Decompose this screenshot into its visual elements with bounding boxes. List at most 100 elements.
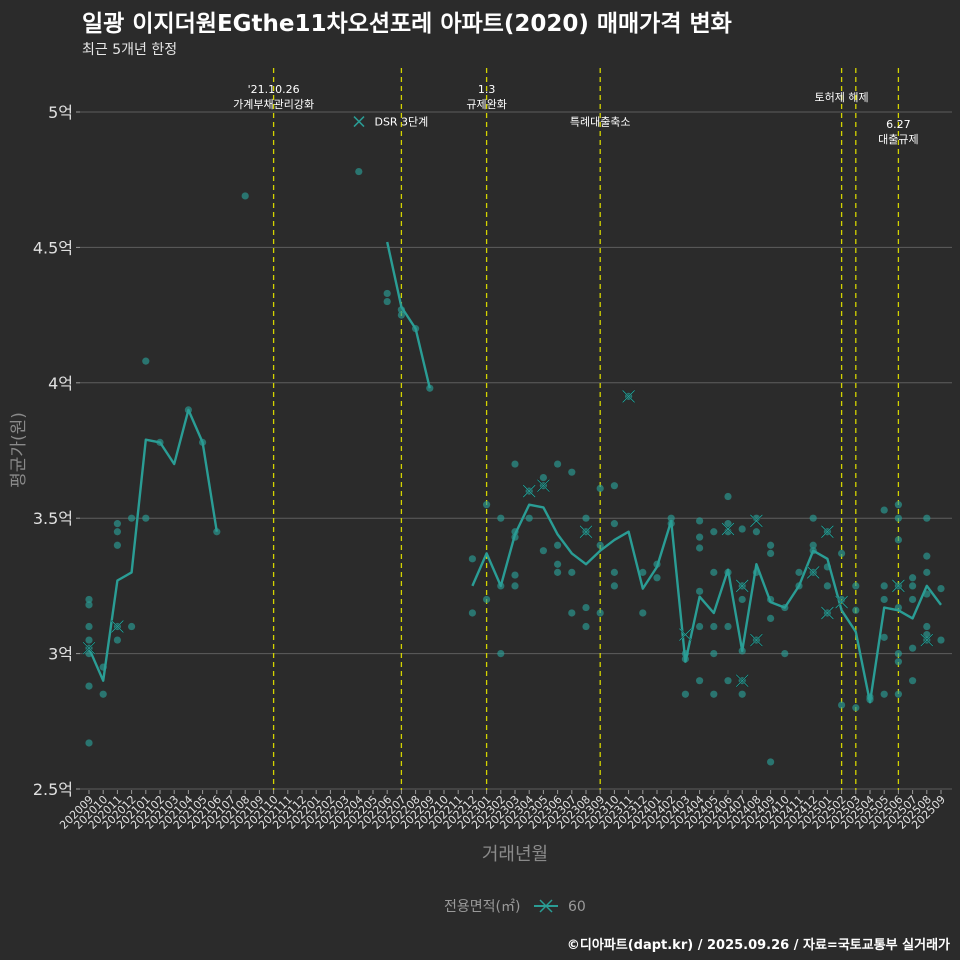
y-tick-label: 5억 (48, 103, 73, 122)
transaction-point (85, 601, 93, 609)
x-marker (721, 522, 735, 536)
transaction-point (85, 682, 93, 690)
transaction-point (710, 622, 718, 631)
transaction-point (880, 595, 888, 604)
x-marker-stroke (721, 522, 735, 536)
transaction-point (85, 622, 93, 631)
transaction-point (781, 650, 789, 658)
transaction-point (696, 677, 704, 685)
series-line-60 (471, 503, 942, 704)
transaction-point (497, 650, 505, 658)
dsr-marker-icon (353, 116, 365, 128)
x-marker (820, 606, 834, 620)
x-marker-stroke (835, 595, 848, 609)
transaction-point (610, 582, 619, 590)
transaction-point (483, 501, 491, 509)
event-label: DSR 3단계 (374, 116, 428, 129)
y-tick-label: 2.5억 (33, 780, 73, 799)
transaction-point (667, 514, 675, 522)
transaction-point (596, 541, 604, 549)
transaction-point (539, 473, 548, 482)
transaction-point (511, 582, 519, 590)
transaction-point (923, 552, 931, 560)
transaction-point (128, 514, 136, 522)
series-line-60 (386, 241, 431, 389)
transaction-point (923, 622, 931, 631)
x-marker-stroke (821, 606, 834, 620)
transaction-point (653, 574, 661, 582)
x-marker (536, 479, 550, 493)
transaction-point (468, 555, 476, 563)
transaction-point (894, 650, 903, 658)
x-marker-stroke (735, 674, 749, 688)
transaction-point (696, 587, 704, 595)
transaction-point (880, 506, 888, 514)
transaction-point (894, 536, 903, 544)
transaction-point (724, 492, 732, 501)
transaction-point (85, 636, 93, 644)
transaction-point (909, 595, 917, 604)
transaction-point (880, 690, 888, 698)
transaction-point (937, 636, 945, 644)
x-marker (835, 595, 849, 609)
transaction-point (923, 514, 931, 522)
x-marker-stroke (111, 620, 124, 633)
x-marker-stroke (82, 641, 96, 655)
transaction-point (894, 501, 903, 509)
x-marker-stroke (821, 525, 834, 539)
legend-item-60-icon (534, 899, 558, 913)
transaction-point (724, 677, 732, 685)
x-marker (82, 641, 96, 655)
x-marker (735, 579, 749, 593)
transaction-point (909, 574, 917, 582)
chart-title: 일광 이지더원EGthe11차오션포레 아파트(2020) 매매가격 변화 (82, 11, 732, 37)
transaction-point (639, 609, 647, 617)
transaction-point (610, 520, 619, 528)
transaction-point (397, 311, 405, 319)
x-marker (579, 525, 593, 539)
transaction-point (142, 514, 150, 522)
transaction-point (497, 514, 505, 522)
event-label: 대출규제 (878, 133, 918, 146)
transaction-point (696, 533, 704, 541)
transaction-point (710, 528, 718, 536)
transaction-point (639, 568, 647, 576)
transaction-point (738, 595, 746, 604)
x-marker-stroke (579, 525, 593, 539)
transaction-point (724, 622, 732, 631)
transaction-point (128, 622, 136, 631)
transaction-point (852, 582, 860, 590)
event-label: '21.10.26 (248, 83, 300, 96)
transaction-point (724, 520, 732, 528)
legend: 전용면적(㎡) 60 (444, 899, 586, 915)
transaction-point (767, 614, 775, 622)
transaction-point (582, 514, 590, 522)
x-marker (622, 389, 636, 403)
transaction-point (142, 357, 150, 365)
x-marker-stroke (920, 633, 934, 647)
transaction-point (880, 633, 888, 641)
transaction-point (525, 514, 533, 522)
transaction-point (738, 525, 746, 533)
event-label: 토허제 해제 (815, 90, 869, 104)
chart-subtitle: 최근 5개년 한정 (82, 42, 178, 58)
transaction-point (880, 582, 888, 590)
grid-lines (80, 111, 952, 790)
transaction-point (596, 484, 604, 493)
transaction-point (767, 541, 775, 549)
transaction-point (610, 482, 619, 490)
transaction-point (113, 528, 121, 536)
transaction-point (383, 289, 391, 298)
event-label: 가계부채관리강화 (233, 98, 314, 111)
transaction-points (85, 167, 945, 766)
transaction-point (568, 609, 576, 617)
transaction-point (909, 582, 917, 590)
transaction-point (554, 568, 562, 576)
transaction-point (710, 690, 718, 698)
y-tick-label: 3.5억 (33, 509, 73, 528)
source-caption: ©디아파트(dapt.kr) / 2025.09.26 / 자료=국토교통부 실… (566, 938, 950, 953)
transaction-point (894, 514, 903, 522)
transaction-point (767, 758, 775, 766)
